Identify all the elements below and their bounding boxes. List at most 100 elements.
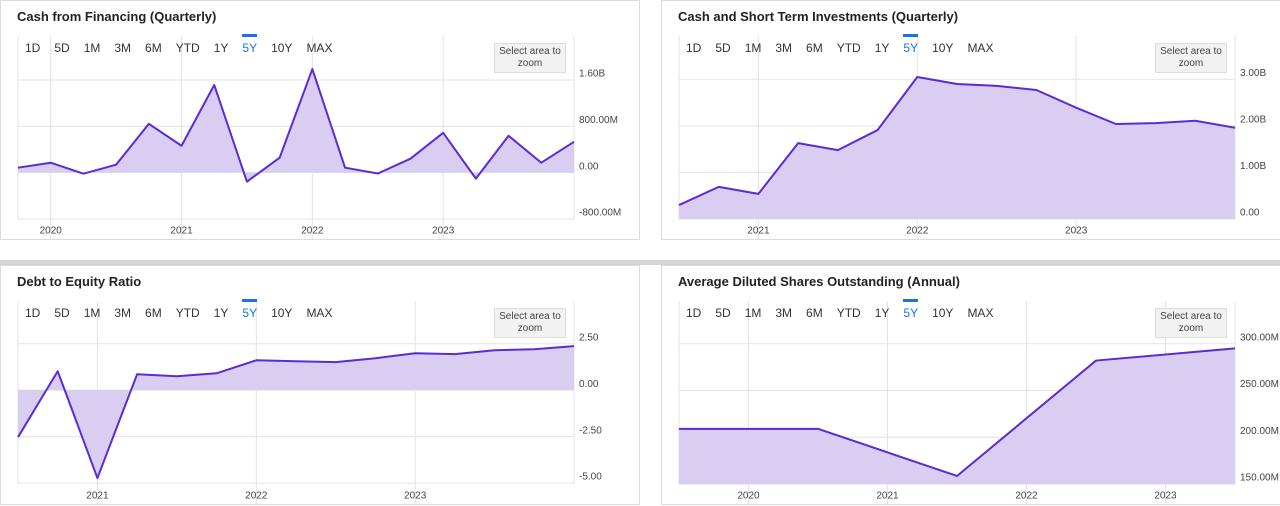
area-fill xyxy=(18,346,574,479)
x-tick-label: 2022 xyxy=(245,491,268,502)
range-button[interactable]: 5D xyxy=(715,41,731,55)
range-button[interactable]: 1D xyxy=(686,306,702,320)
zoom-button[interactable]: Select area to zoom xyxy=(494,308,566,338)
x-tick-label: 2022 xyxy=(301,226,324,237)
y-tick-label: 250.00M xyxy=(1240,379,1279,390)
range-button[interactable]: 3M xyxy=(114,306,132,320)
chart: -800.00M 0.00 800.00M 1.60B 2020 2021 2022 2023 xyxy=(17,36,621,239)
range-button[interactable]: 10Y xyxy=(271,306,293,320)
y-tick-label: 0.00 xyxy=(579,161,599,172)
range-button[interactable]: 5Y xyxy=(896,34,925,55)
x-tick-label: 2020 xyxy=(40,226,63,237)
range-selector: 1D 5D 1M 3M 6M YTD 1Y 5Y 10Y MAX xyxy=(18,299,339,320)
area-fill xyxy=(679,348,1235,484)
x-tick-label: 2020 xyxy=(737,491,760,502)
x-tick-label: 2023 xyxy=(404,491,427,502)
range-button[interactable]: 1M xyxy=(83,41,101,55)
x-tick-label: 2021 xyxy=(170,226,193,237)
x-tick-label: 2022 xyxy=(906,226,929,237)
x-tick-label: 2023 xyxy=(1065,226,1088,237)
line xyxy=(679,347,1236,477)
range-button[interactable]: 6M xyxy=(145,41,162,55)
chart-panel: -5.00 -2.50 0.00 2.50 2021 2022 2023 Debt to Eq… xyxy=(0,265,640,505)
range-button[interactable]: 3M xyxy=(775,41,793,55)
chart-title: Debt to Equity Ratio xyxy=(17,274,142,289)
y-tick-label: -800.00M xyxy=(579,208,621,219)
x-tick-label: 2022 xyxy=(1015,491,1038,502)
range-button[interactable]: 5Y xyxy=(235,299,264,320)
range-button[interactable]: YTD xyxy=(836,306,861,320)
line xyxy=(678,75,1236,206)
range-selector: 1D 5D 1M 3M 6M YTD 1Y 5Y 10Y MAX xyxy=(679,34,1000,55)
y-tick-label: 300.00M xyxy=(1240,332,1279,343)
x-tick-label: 2021 xyxy=(876,491,899,502)
range-button[interactable]: 5D xyxy=(54,41,70,55)
range-button[interactable]: YTD xyxy=(175,306,200,320)
x-tick-label: 2021 xyxy=(747,226,770,237)
y-tick-label: -2.50 xyxy=(579,425,602,436)
range-button[interactable]: 10Y xyxy=(932,306,954,320)
area-fill xyxy=(18,69,574,182)
chart: -5.00 -2.50 0.00 2.50 2021 2022 2023 xyxy=(17,301,602,504)
chart-panel: 0.00 1.00B 2.00B 3.00B 2021 2022 2023 Cash and … xyxy=(661,0,1280,240)
range-button[interactable]: 1Y xyxy=(874,41,890,55)
range-button[interactable]: 5Y xyxy=(896,299,925,320)
chart-title: Average Diluted Shares Outstanding (Annu… xyxy=(678,274,960,289)
range-button[interactable]: MAX xyxy=(967,41,994,55)
y-tick-label: 150.00M xyxy=(1240,473,1279,484)
chart-panel: 150.00M 200.00M 250.00M 300.00M 2020 2021 2022… xyxy=(661,265,1280,505)
range-selector: 1D 5D 1M 3M 6M YTD 1Y 5Y 10Y MAX xyxy=(679,299,1000,320)
range-button[interactable]: 6M xyxy=(145,306,162,320)
range-button[interactable]: 3M xyxy=(114,41,132,55)
x-tick-label: 2021 xyxy=(86,491,109,502)
zoom-button[interactable]: Select area to zoom xyxy=(1155,43,1227,73)
range-button[interactable]: 1D xyxy=(686,41,702,55)
y-tick-label: 0.00 xyxy=(579,379,599,390)
range-button[interactable]: 6M xyxy=(806,41,823,55)
range-button[interactable]: 5D xyxy=(715,306,731,320)
range-button[interactable]: 1M xyxy=(83,306,101,320)
zoom-button[interactable]: Select area to zoom xyxy=(494,43,566,73)
range-button[interactable]: 1M xyxy=(744,41,762,55)
y-tick-label: 2.50 xyxy=(579,332,599,343)
range-button[interactable]: 1D xyxy=(25,41,41,55)
range-button[interactable]: MAX xyxy=(306,41,333,55)
chart-panel: -800.00M 0.00 800.00M 1.60B 2020 2021 2022 2023… xyxy=(0,0,640,240)
zoom-button[interactable]: Select area to zoom xyxy=(1155,308,1227,338)
x-tick-label: 2023 xyxy=(1154,491,1177,502)
y-tick-label: 800.00M xyxy=(579,115,618,126)
separator xyxy=(0,260,1280,265)
chart: 0.00 1.00B 2.00B 3.00B 2021 2022 2023 xyxy=(678,36,1266,239)
line xyxy=(17,68,575,183)
y-tick-label: 2.00B xyxy=(1240,115,1266,126)
y-tick-label: 1.00B xyxy=(1240,161,1266,172)
range-button[interactable]: MAX xyxy=(306,306,333,320)
range-button[interactable]: 6M xyxy=(806,306,823,320)
y-tick-label: -5.00 xyxy=(579,472,602,483)
range-selector: 1D 5D 1M 3M 6M YTD 1Y 5Y 10Y MAX xyxy=(18,34,339,55)
line xyxy=(17,345,575,480)
chart-title: Cash from Financing (Quarterly) xyxy=(17,9,217,24)
y-tick-label: 3.00B xyxy=(1240,68,1266,79)
chart-title: Cash and Short Term Investments (Quarter… xyxy=(678,9,959,24)
chart: 150.00M 200.00M 250.00M 300.00M 2020 2021 2022… xyxy=(678,301,1279,504)
y-tick-label: 200.00M xyxy=(1240,426,1279,437)
range-button[interactable]: 10Y xyxy=(271,41,293,55)
range-button[interactable]: 1Y xyxy=(213,306,229,320)
range-button[interactable]: 3M xyxy=(775,306,793,320)
range-button[interactable]: MAX xyxy=(967,306,994,320)
y-tick-label: 1.60B xyxy=(579,69,605,80)
range-button[interactable]: YTD xyxy=(175,41,200,55)
area-fill xyxy=(679,76,1235,219)
range-button[interactable]: 5Y xyxy=(235,34,264,55)
y-tick-label: 0.00 xyxy=(1240,208,1260,219)
range-button[interactable]: YTD xyxy=(836,41,861,55)
range-button[interactable]: 1D xyxy=(25,306,41,320)
range-button[interactable]: 1Y xyxy=(213,41,229,55)
range-button[interactable]: 10Y xyxy=(932,41,954,55)
range-button[interactable]: 1M xyxy=(744,306,762,320)
x-tick-label: 2023 xyxy=(432,226,455,237)
range-button[interactable]: 1Y xyxy=(874,306,890,320)
range-button[interactable]: 5D xyxy=(54,306,70,320)
